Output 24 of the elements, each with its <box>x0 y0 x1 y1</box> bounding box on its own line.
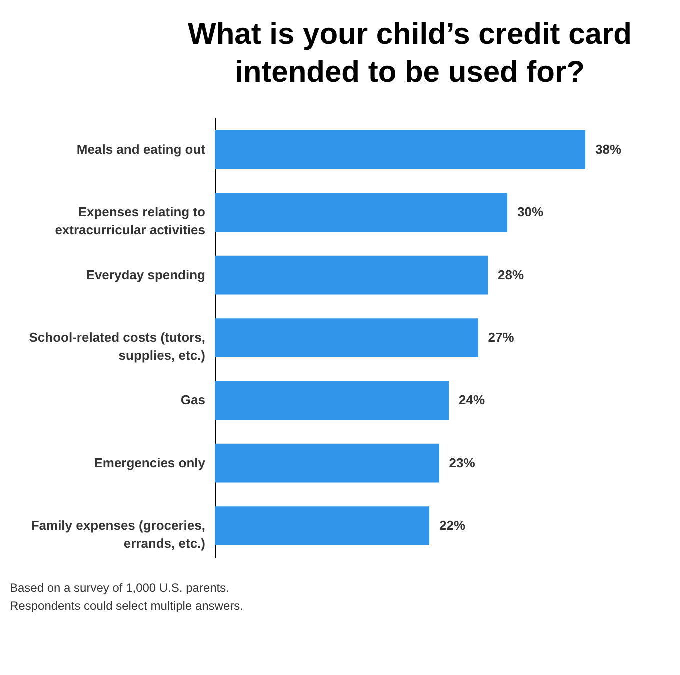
text: Based on a survey of 1,000 U.S. parents. <box>10 581 230 595</box>
y-tick-label: Family expenses (groceries, errands, etc.) <box>31 518 206 552</box>
data-label: 27% <box>488 330 515 345</box>
bar <box>215 318 478 358</box>
data-label: 30% <box>518 204 544 220</box>
bar <box>215 444 440 483</box>
data-label: 24% <box>459 392 486 408</box>
y-tick-label: Expenses relating to extracurricular activities <box>55 204 206 238</box>
chart-title: What is your child’s credit card intended to be used for? <box>188 18 632 89</box>
bar <box>215 256 488 295</box>
data-label: 22% <box>440 518 466 534</box>
data-label: 28% <box>498 267 524 282</box>
y-tick-label: Everyday spending <box>86 267 206 282</box>
bar <box>215 381 449 420</box>
bar <box>215 130 586 170</box>
bar <box>215 506 430 546</box>
data-label: 23% <box>449 455 476 470</box>
bar <box>215 193 508 232</box>
y-tick-label: Meals and eating out <box>76 142 206 157</box>
y-tick-label: Emergencies only <box>94 455 206 470</box>
y-tick-label: School-related costs (tutors, supplies, etc.) <box>29 330 206 363</box>
data-label: 38% <box>596 142 622 157</box>
y-tick-label: Gas <box>180 392 206 408</box>
text: Respondents could select multiple answers. <box>10 599 244 613</box>
